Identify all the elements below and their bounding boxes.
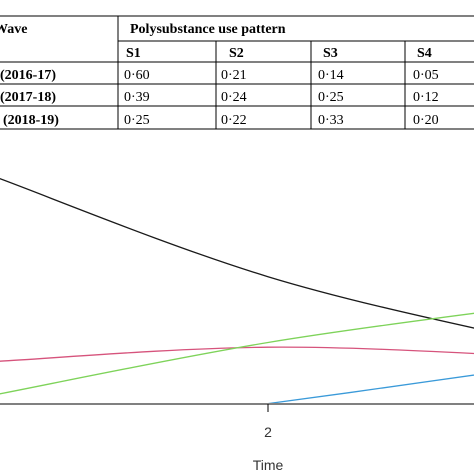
table-header-wave: Wave	[0, 22, 27, 37]
x-axis-label: Time	[253, 457, 284, 473]
series-line-s2	[0, 346, 474, 362]
plot-area: 2 Time	[0, 178, 474, 473]
series-line-s1	[0, 178, 474, 329]
cell-r2-s2: 0·24	[221, 90, 247, 105]
row-wave-1: (2016-17)	[0, 68, 56, 83]
series-line-s4	[267, 374, 474, 403]
wave-table: Wave Polysubstance use pattern S1 S2 S3 …	[0, 15, 474, 130]
cell-r1-s4: 0·05	[413, 68, 439, 83]
cell-r2-s3: 0·25	[318, 90, 344, 105]
pattern-label-s4: S4	[417, 46, 432, 61]
cell-r1-s1: 0·60	[124, 68, 150, 83]
pattern-label-s3: S3	[323, 46, 338, 61]
cell-r3-s2: 0·22	[221, 113, 247, 128]
cell-r3-s1: 0·25	[124, 113, 150, 128]
cell-r1-s3: 0·14	[318, 68, 344, 83]
pattern-label-s2: S2	[229, 46, 244, 61]
pattern-label-s1: S1	[126, 46, 141, 61]
cell-r3-s3: 0·33	[318, 113, 344, 128]
row-wave-2: (2017-18)	[0, 90, 56, 105]
series-line-s3	[0, 312, 474, 395]
x-tick-label: 2	[264, 424, 272, 440]
row-wave-3: I (2018-19)	[0, 113, 59, 128]
cell-r1-s2: 0·21	[221, 68, 247, 83]
cell-r2-s4: 0·12	[413, 90, 439, 105]
cell-r3-s4: 0·20	[413, 113, 439, 128]
cell-r2-s1: 0·39	[124, 90, 150, 105]
table-header-group: Polysubstance use pattern	[130, 22, 286, 37]
